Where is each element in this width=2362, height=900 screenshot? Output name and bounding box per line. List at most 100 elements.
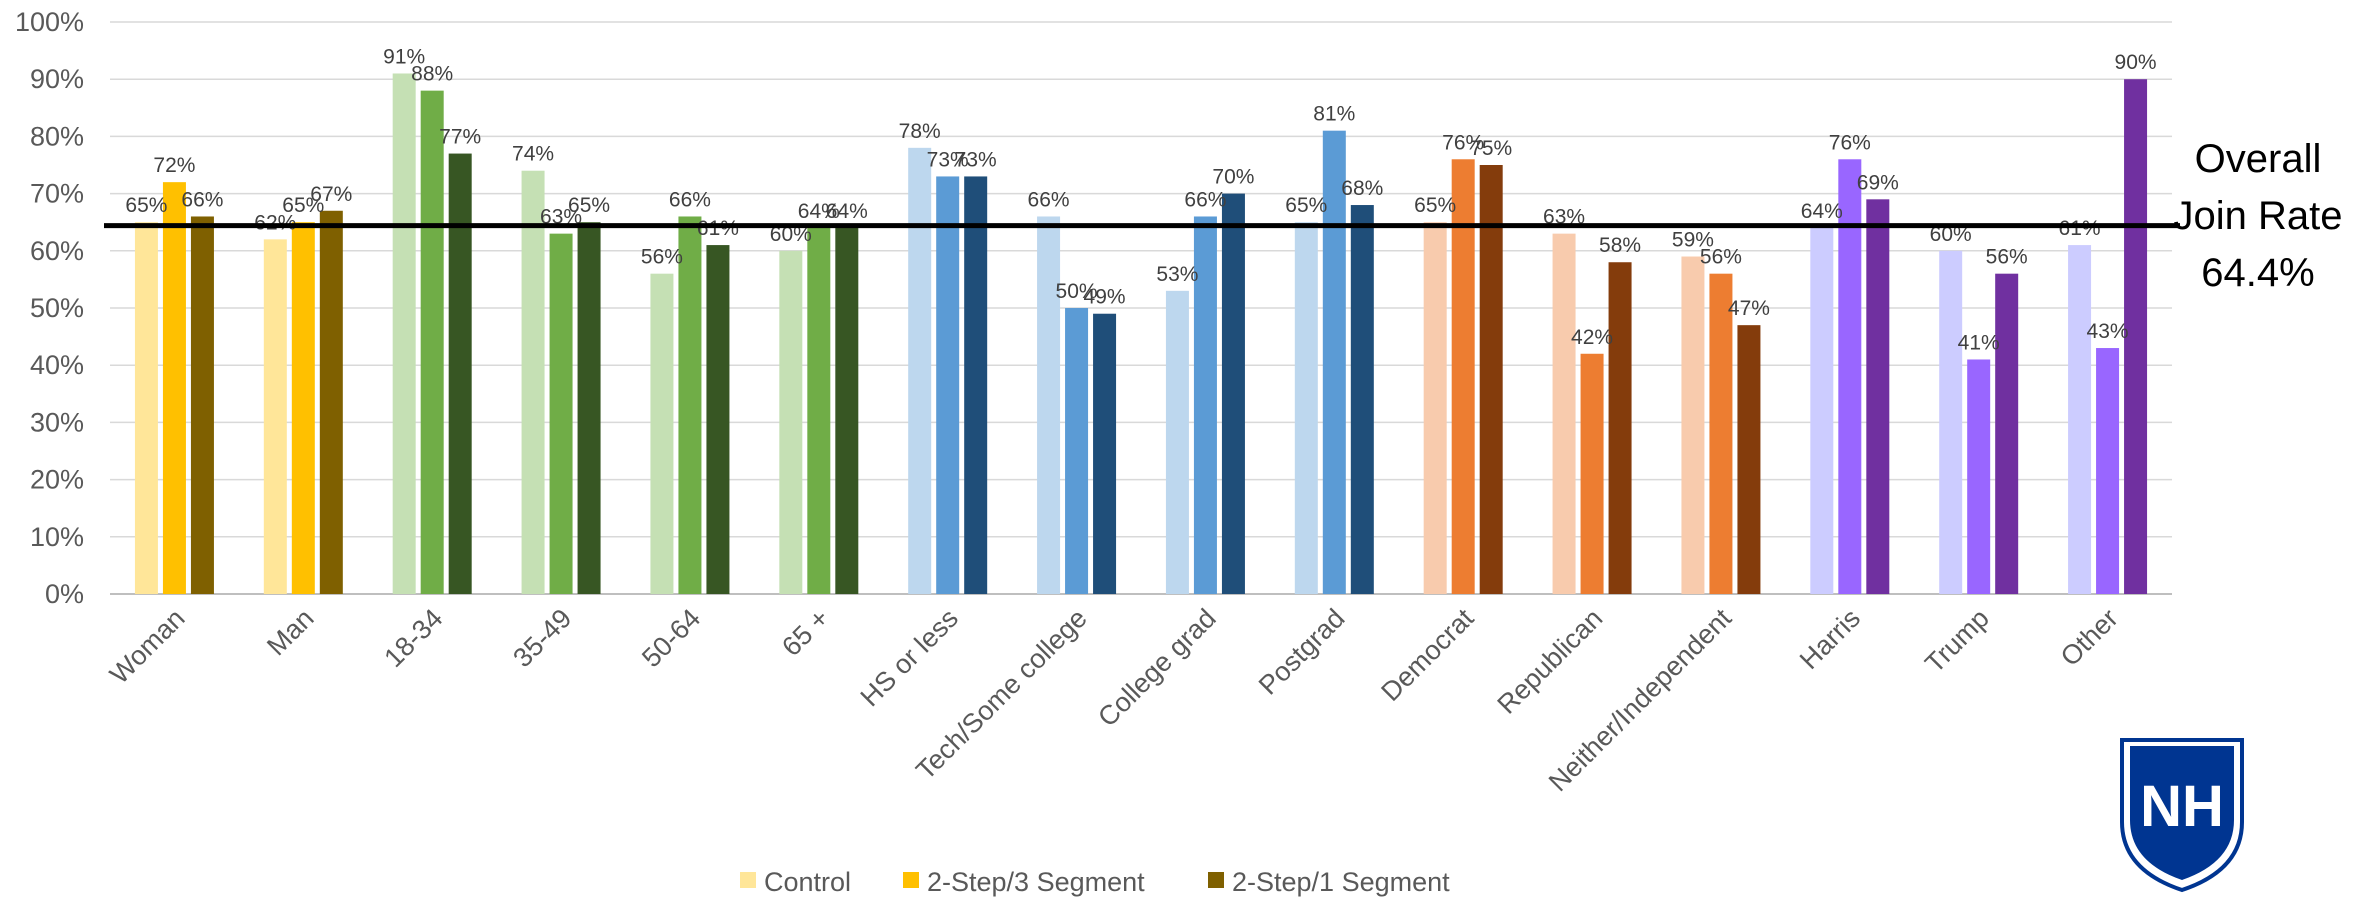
legend-label: Control <box>764 867 851 897</box>
x-tick-label: 35-49 <box>507 603 577 673</box>
bar <box>263 239 287 595</box>
x-tick-label: Woman <box>104 603 191 690</box>
data-label: 69% <box>1857 171 1899 194</box>
data-label: 75% <box>1470 137 1512 160</box>
data-label: 66% <box>1028 188 1070 211</box>
bar <box>1037 216 1061 595</box>
data-labels: 65%72%66%62%65%67%91%88%77%74%63%65%56%6… <box>125 45 2156 354</box>
bar <box>650 273 674 594</box>
x-tick-label: 65 + <box>776 603 835 662</box>
data-label: 66% <box>669 188 711 211</box>
bar <box>1322 130 1346 594</box>
x-tick-label: Postgrad <box>1253 603 1351 701</box>
bar <box>1294 222 1318 594</box>
bar <box>2124 79 2148 594</box>
bar <box>1810 227 1834 595</box>
data-label: 66% <box>181 188 223 211</box>
bar <box>549 233 573 594</box>
y-tick-label: 20% <box>30 465 84 495</box>
bar <box>291 222 315 594</box>
data-label: 76% <box>1442 131 1484 154</box>
bar <box>1423 222 1447 594</box>
bar <box>448 153 472 594</box>
data-label: 64% <box>826 200 868 223</box>
data-label: 68% <box>1341 177 1383 200</box>
bar <box>1939 250 1963 595</box>
data-label: 58% <box>1599 234 1641 257</box>
bar <box>1608 262 1632 594</box>
bar <box>2096 348 2120 594</box>
x-tick-label: HS or less <box>855 603 964 712</box>
bar <box>1838 159 1862 594</box>
bar <box>319 210 343 594</box>
x-tick-label: Trump <box>1919 603 1995 679</box>
data-label: 77% <box>439 126 481 149</box>
data-label: 61% <box>2059 217 2101 240</box>
x-tick-label: Other <box>2055 603 2124 672</box>
bar <box>936 176 960 594</box>
bar <box>392 73 416 595</box>
data-label: 90% <box>2115 51 2157 74</box>
data-label: 60% <box>770 223 812 246</box>
data-label: 72% <box>153 154 195 177</box>
reference-line-group: Overall Join Rate 64.4% <box>104 137 2342 295</box>
legend-swatch <box>903 872 919 888</box>
data-label: 56% <box>1700 246 1742 269</box>
data-label: 63% <box>1543 206 1585 229</box>
data-label: 49% <box>1084 286 1126 309</box>
reference-line-label: 64.4% <box>2201 251 2314 295</box>
x-tick-label: 50-64 <box>636 603 706 673</box>
data-label: 56% <box>1986 246 2028 269</box>
x-tick-label: Republican <box>1492 603 1609 720</box>
legend-swatch <box>1208 872 1224 888</box>
y-tick-label: 50% <box>30 293 84 323</box>
data-label: 74% <box>512 143 554 166</box>
legend: Control 2-Step/3 Segment 2-Step/1 Segment <box>740 867 1450 897</box>
data-label: 62% <box>254 211 296 234</box>
y-tick-label: 0% <box>45 579 84 609</box>
data-label: 65% <box>568 194 610 217</box>
y-tick-label: 10% <box>30 522 84 552</box>
bar <box>706 245 730 594</box>
y-tick-label: 70% <box>30 179 84 209</box>
logo-text: NH <box>2140 774 2224 839</box>
data-label: 73% <box>955 148 997 171</box>
bar <box>1580 353 1604 594</box>
data-label: 67% <box>310 183 352 206</box>
x-axis-labels: Woman Man 18-34 35-49 50-64 65 + HS or lessTec… <box>104 603 2124 798</box>
reference-line-label: Overall <box>2195 137 2322 181</box>
data-label: 60% <box>1930 223 1972 246</box>
bar <box>577 222 601 594</box>
data-label: 50% <box>1056 280 1098 303</box>
bar <box>162 182 186 594</box>
data-label: 65% <box>1285 194 1327 217</box>
data-label: 65% <box>1414 194 1456 217</box>
data-label: 66% <box>1184 188 1226 211</box>
data-label: 88% <box>411 63 453 86</box>
bar <box>134 222 158 594</box>
data-label: 47% <box>1728 297 1770 320</box>
data-label: 76% <box>1829 131 1871 154</box>
data-label: 81% <box>1313 103 1355 126</box>
data-label: 73% <box>927 148 969 171</box>
legend-label: 2-Step/3 Segment <box>927 867 1145 897</box>
gridlines <box>110 21 2172 595</box>
y-axis-ticks: 0% 10% 20% 30% 40% 50% 60% 70% 80% 90% 100% <box>15 7 84 609</box>
x-tick-label: Democrat <box>1375 603 1479 707</box>
data-label: 41% <box>1958 331 2000 354</box>
bar <box>1552 233 1576 594</box>
data-label: 43% <box>2087 320 2129 343</box>
bars <box>134 73 2148 595</box>
bar <box>964 176 988 594</box>
data-label: 78% <box>899 120 941 143</box>
bar <box>908 147 932 594</box>
bar <box>420 90 444 594</box>
data-label: 64% <box>798 200 840 223</box>
legend-swatch <box>740 872 756 888</box>
bar <box>779 250 803 595</box>
y-tick-label: 80% <box>30 121 84 151</box>
unh-logo: NH <box>2120 738 2244 893</box>
bar <box>1350 205 1374 595</box>
x-tick-label: Harris <box>1794 603 1866 675</box>
reference-line-label: Join Rate <box>2174 194 2343 238</box>
